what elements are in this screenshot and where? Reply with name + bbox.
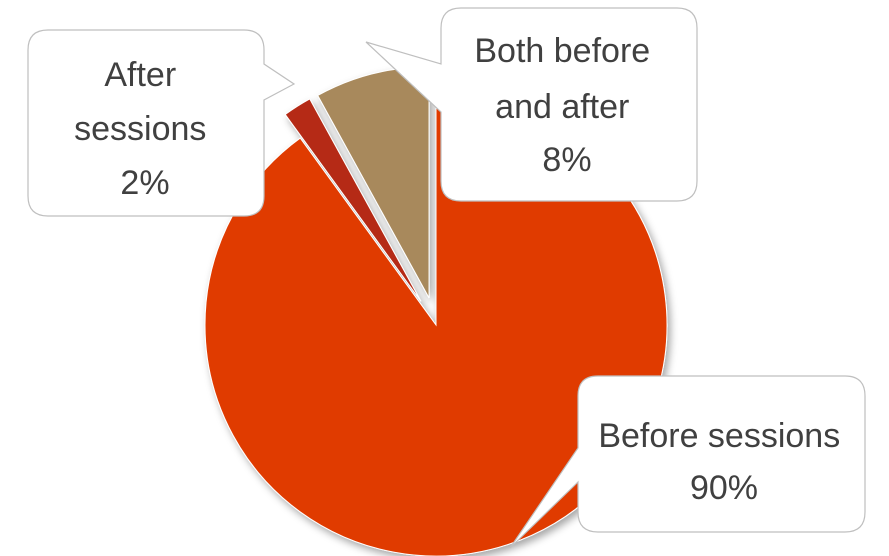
callout-box-both-before-and-after <box>365 7 698 202</box>
callout-box-before-sessions <box>509 375 866 549</box>
callout-before-sessions: Before sessions 90% <box>509 375 866 549</box>
svg-text:Before sessions 90%: Before sessions 90% <box>598 417 849 507</box>
slice-label-after-line1: After <box>104 56 176 94</box>
slice-value-both: 8% <box>542 141 591 179</box>
slice-value-before-sessions: 90% <box>690 469 758 507</box>
svg-text:After sessions 2%: After sessions 2% <box>74 56 216 202</box>
slice-label-before-sessions: Before sessions <box>598 417 840 455</box>
slice-value-after-sessions: 2% <box>120 164 169 202</box>
pie-slices <box>204 66 668 556</box>
slice-label-both-line1: Both before <box>474 32 650 70</box>
slice-after-sessions <box>284 98 422 302</box>
callout-both-before-and-after: Both before and after 8% <box>365 7 698 202</box>
slice-label-both-line2: and after <box>495 88 629 126</box>
svg-text:Both before and after: Both before and after 8% <box>474 32 659 179</box>
slice-label-after-line2: sessions <box>74 110 206 148</box>
callout-after-sessions: After sessions 2% <box>27 29 296 217</box>
callout-box-after-sessions <box>27 29 296 217</box>
